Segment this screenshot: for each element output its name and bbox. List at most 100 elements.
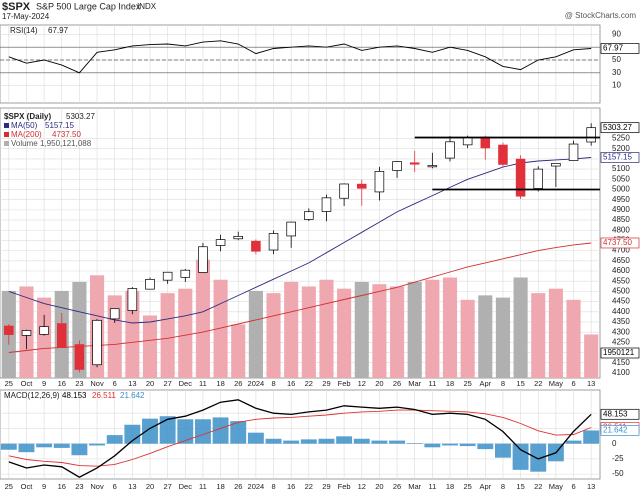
value-tag bbox=[600, 152, 640, 163]
value-tag bbox=[600, 43, 640, 54]
candle-body bbox=[198, 246, 208, 273]
x-tick-label: 29 bbox=[322, 379, 330, 388]
legend-value: 1,950,121,088 bbox=[40, 139, 92, 148]
legend-value: 26.511 bbox=[92, 391, 116, 400]
volume-bar bbox=[231, 324, 246, 378]
y-tick-label: 4150 bbox=[612, 358, 630, 367]
x-tick-label: 8 bbox=[271, 379, 275, 388]
candle-body bbox=[533, 168, 543, 189]
x-tick-label: 8 bbox=[271, 482, 275, 491]
y-tick-label: 4850 bbox=[612, 215, 630, 224]
candle-body bbox=[339, 183, 349, 199]
candle-body bbox=[427, 165, 438, 168]
histogram-bar bbox=[424, 443, 441, 448]
candle-body bbox=[586, 127, 596, 143]
x-tick-label: 25 bbox=[5, 482, 13, 491]
x-tick-label: 16 bbox=[58, 379, 66, 388]
candle-body bbox=[409, 162, 420, 165]
legend-value: 5157.15 bbox=[45, 121, 74, 130]
volume-bar bbox=[584, 334, 599, 378]
x-tick-label: 18 bbox=[216, 379, 224, 388]
candle-body bbox=[180, 269, 191, 278]
volume-bar bbox=[142, 315, 158, 378]
x-tick-label: 25 bbox=[463, 482, 471, 491]
y-tick-label: 5050 bbox=[612, 174, 630, 183]
volume-bar bbox=[425, 279, 440, 378]
x-tick-label: 22 bbox=[534, 482, 542, 491]
legend-label: MA(200) bbox=[11, 130, 42, 139]
x-tick-label: 13 bbox=[587, 379, 595, 388]
x-tick-label: Nov bbox=[90, 482, 104, 491]
macd-panel bbox=[0, 389, 601, 480]
x-tick-label: 11 bbox=[428, 379, 436, 388]
legend-swatch bbox=[4, 123, 9, 128]
y-tick-label: 4500 bbox=[612, 286, 630, 295]
x-tick-label: 25 bbox=[5, 379, 13, 388]
x-tick-label: 22 bbox=[305, 482, 313, 491]
y-tick-label: -25 bbox=[612, 454, 624, 463]
date: 17-May-2024 bbox=[2, 12, 50, 21]
candle-body bbox=[4, 325, 14, 335]
value-tag bbox=[600, 425, 640, 436]
x-tick-label: 26 bbox=[393, 379, 401, 388]
volume-bar bbox=[284, 281, 299, 378]
legend-value: 67.97 bbox=[48, 26, 69, 35]
x-tick-label: 13 bbox=[128, 482, 136, 491]
volume-bar bbox=[566, 299, 581, 378]
x-tick-label: 20 bbox=[375, 379, 383, 388]
candle-body bbox=[551, 163, 561, 167]
volume-bar bbox=[372, 284, 387, 378]
legend-label: RSI(14) bbox=[10, 26, 38, 35]
candle-body bbox=[21, 330, 32, 336]
y-tick-label: 4350 bbox=[612, 317, 630, 326]
x-tick-label: 16 bbox=[58, 482, 66, 491]
histogram-bar bbox=[53, 443, 70, 448]
candle-body bbox=[498, 144, 508, 165]
candle-body bbox=[374, 170, 385, 193]
histogram-bar bbox=[336, 436, 353, 444]
histogram-bar bbox=[442, 443, 458, 446]
candle-body bbox=[304, 211, 314, 220]
y-tick-label: -50 bbox=[612, 469, 624, 478]
x-tick-label: Dec bbox=[179, 379, 193, 388]
legend-swatch bbox=[4, 141, 9, 146]
y-tick-label: 4800 bbox=[612, 225, 630, 234]
legend-value: 4737.50 bbox=[52, 130, 81, 139]
y-tick-label: 4300 bbox=[612, 327, 630, 336]
x-tick-label: 8 bbox=[501, 482, 505, 491]
histogram-bar bbox=[142, 418, 158, 444]
x-tick-label: 18 bbox=[216, 482, 224, 491]
candle-body bbox=[392, 161, 402, 171]
y-tick-label: 30 bbox=[612, 68, 621, 77]
x-tick-label: 26 bbox=[234, 482, 242, 491]
histogram-bar bbox=[0, 443, 17, 450]
histogram-bar bbox=[583, 430, 600, 444]
rsi-line bbox=[8, 40, 592, 74]
y-tick-label: 4550 bbox=[612, 276, 630, 285]
histogram-bar bbox=[477, 443, 494, 450]
legend-value: 48.153 bbox=[62, 391, 87, 400]
x-tick-label: Apr bbox=[479, 379, 491, 388]
volume-bar bbox=[442, 277, 458, 378]
volume-bar bbox=[37, 297, 52, 378]
value-tag bbox=[600, 237, 640, 249]
legend-label: MACD(12,26,9) bbox=[4, 391, 60, 400]
source: @ StockCharts.com bbox=[565, 11, 637, 20]
x-tick-label: Oct bbox=[21, 482, 34, 491]
volume-bar bbox=[107, 295, 122, 378]
candle-body bbox=[480, 136, 491, 149]
histogram-bar bbox=[283, 440, 300, 444]
volume-bar bbox=[178, 288, 193, 378]
volume-bar bbox=[495, 297, 510, 378]
macd-line bbox=[8, 409, 592, 467]
volume-bar bbox=[195, 259, 210, 378]
candle-body bbox=[109, 308, 120, 320]
candle-body bbox=[286, 221, 296, 237]
volume-bar bbox=[460, 299, 475, 378]
candle-body bbox=[127, 288, 138, 311]
candle-body bbox=[445, 141, 455, 159]
x-tick-label: Mar bbox=[408, 379, 421, 388]
volume-bar bbox=[390, 286, 405, 378]
volume-bar bbox=[531, 293, 546, 378]
